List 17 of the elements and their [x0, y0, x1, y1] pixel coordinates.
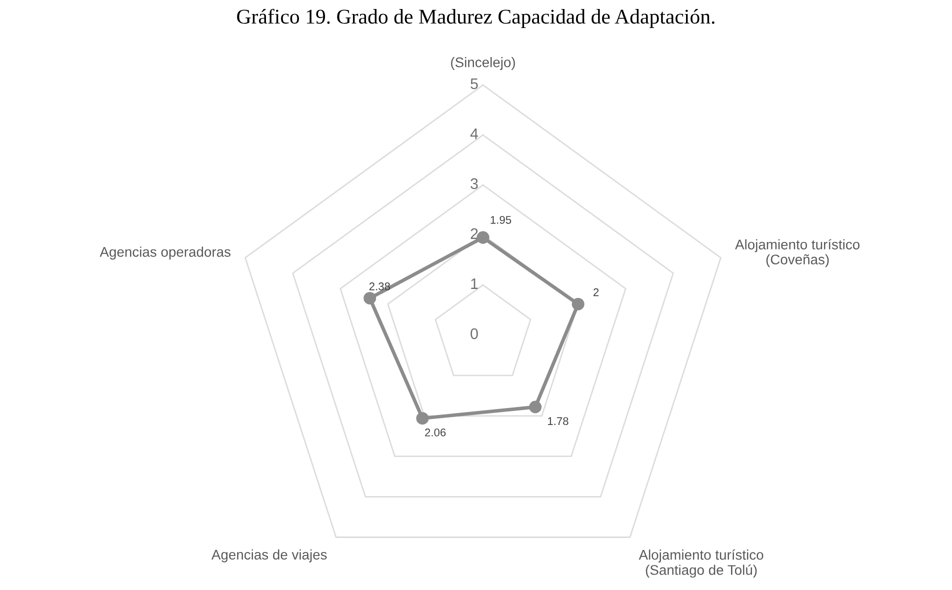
spoke-label: Agencias operadoras	[100, 246, 230, 260]
spoke-label: (Sincelejo)	[451, 57, 515, 70]
data-label: 1.78	[548, 417, 568, 426]
y-tick-label: 5	[470, 78, 478, 90]
data-label: 2	[594, 288, 599, 296]
data-label: 2.06	[425, 428, 446, 436]
spoke-label: Alojamiento turístico (Coveñas)	[735, 239, 860, 268]
data-label: 1.95	[490, 216, 512, 224]
y-tick-label: 3	[470, 178, 478, 190]
y-tick-label: 2	[470, 228, 478, 239]
spoke-label: Alojamiento turístico (Santiago de Tolú)	[638, 549, 764, 578]
y-tick-label: 1	[471, 278, 478, 289]
chart-title: Gráfico 19. Grado de Madurez Capacidad de Adaptación.	[237, 8, 714, 28]
y-tick-label: 4	[470, 128, 478, 139]
data-label: 2.38	[369, 282, 390, 290]
y-tick-label: 0	[470, 328, 478, 340]
spoke-label: Agencias de viajes	[211, 549, 327, 562]
